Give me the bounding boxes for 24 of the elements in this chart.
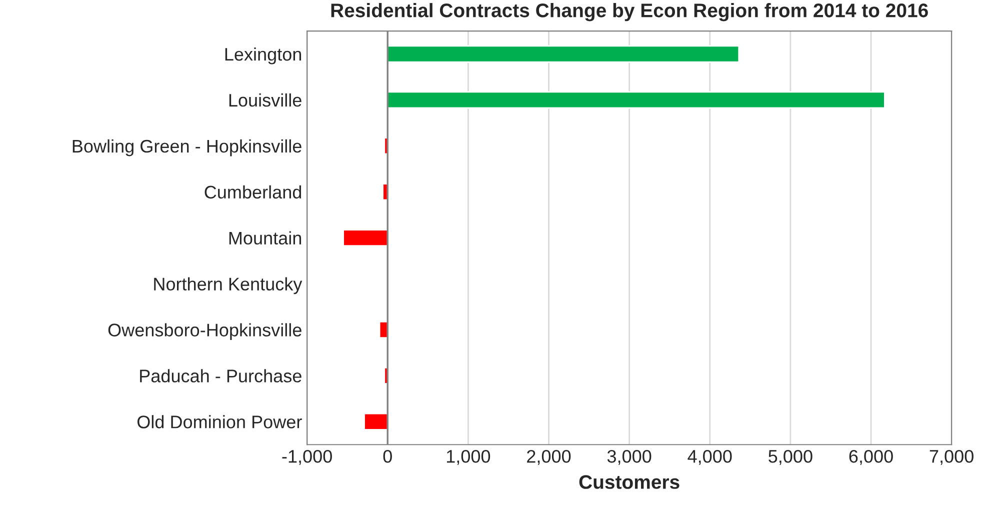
bar — [364, 412, 388, 430]
x-tick-label: 1,000 — [446, 450, 490, 465]
y-tick-label: Bowling Green - Hopkinsville — [72, 139, 302, 156]
bar — [342, 229, 388, 247]
bar — [386, 91, 886, 109]
chart-title: Residential Contracts Change by Econ Region from 2014 to 2016 — [331, 3, 928, 22]
x-tick-label: 5,000 — [768, 450, 812, 465]
x-tick-label: 3,000 — [607, 450, 652, 465]
y-tick-label: Louisville — [229, 93, 302, 107]
x-axis-title: Customers — [579, 475, 680, 489]
y-tick-label: Cumberland — [204, 185, 302, 199]
x-tick-label: 2,000 — [527, 450, 571, 465]
y-tick-label: Owensboro-Hopkinsville — [108, 323, 302, 340]
y-tick-label: Old Dominion Power — [137, 415, 302, 428]
y-tick-label: Northern Kentucky — [154, 277, 302, 294]
x-tick-label: 0 — [383, 450, 392, 463]
y-tick-label: Paducah - Purchase — [140, 369, 302, 382]
y-tick-label: Lexington — [225, 47, 302, 64]
y-tick-label: Mountain — [229, 231, 302, 245]
bar — [386, 45, 740, 63]
x-tick-label: -1,000 — [282, 450, 332, 465]
x-tick-label: 6,000 — [849, 450, 893, 465]
x-tick-label: 7,000 — [930, 450, 974, 465]
x-tick-label: 4,000 — [688, 450, 732, 465]
